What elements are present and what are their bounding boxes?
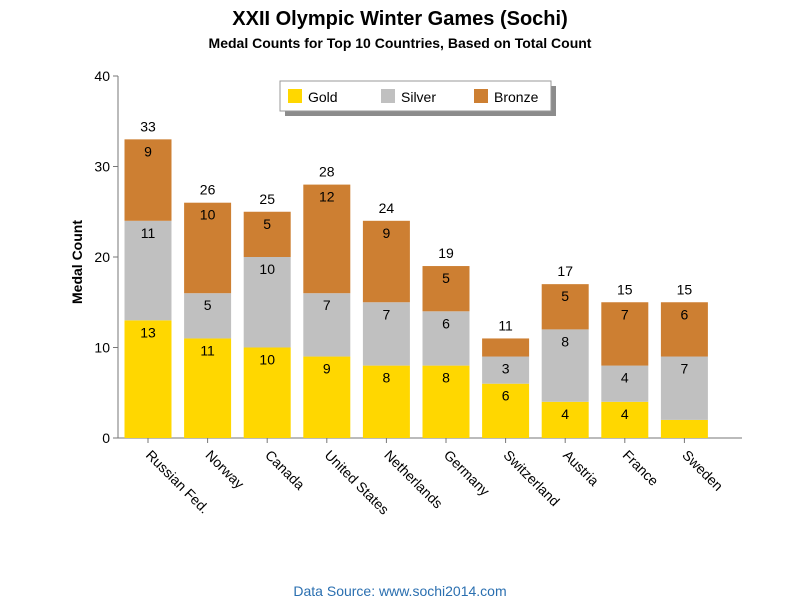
x-category-label: France (620, 447, 662, 489)
bar-gold (601, 401, 649, 438)
bar-bronze (184, 202, 232, 294)
segment-value-label: 10 (200, 207, 216, 223)
legend-swatch-bronze (474, 89, 488, 103)
bar-gold (124, 320, 172, 438)
bar-total-label: 11 (498, 317, 513, 333)
x-category-label: Austria (560, 447, 602, 489)
legend-box (279, 80, 552, 112)
y-tick-label: 40 (94, 68, 110, 84)
segment-value-label: 9 (323, 361, 331, 377)
bar-silver (124, 220, 172, 321)
y-tick-label: 10 (94, 340, 110, 356)
chart-legend: Gold Silver Bronze (279, 80, 556, 116)
bar-total-label: 15 (617, 281, 633, 297)
segment-value-label: 4 (621, 370, 629, 386)
bar-bronze (124, 139, 172, 221)
segment-value-label: 10 (259, 261, 275, 277)
bar-gold (184, 338, 232, 438)
bar-total-label: 24 (379, 200, 395, 216)
segment-value-label: 8 (442, 370, 450, 386)
segment-value-label: 6 (681, 306, 689, 322)
bar-gold (422, 365, 470, 438)
segment-value-label: 5 (204, 297, 212, 313)
x-category-label: Germany (441, 447, 493, 499)
legend-label-silver: Silver (401, 89, 436, 105)
bar-silver (362, 302, 410, 366)
bar-gold (482, 383, 530, 438)
y-tick-label: 0 (102, 430, 110, 446)
segment-value-label: 6 (442, 315, 450, 331)
segment-value-label: 11 (200, 342, 215, 358)
bar-total-label: 25 (259, 191, 275, 207)
bar-silver (303, 293, 351, 357)
bar-silver (184, 293, 232, 339)
segment-value-label: 9 (144, 143, 152, 159)
segment-value-label: 10 (259, 352, 275, 368)
segment-value-label: 6 (502, 388, 510, 404)
bar-total-label: 17 (557, 263, 573, 279)
bar-silver (660, 356, 708, 420)
data-source-note: Data Source: www.sochi2014.com (293, 583, 507, 599)
x-category-label: Switzerland (500, 447, 562, 509)
segment-value-label: 4 (561, 406, 569, 422)
x-category-label: Sweden (679, 447, 726, 494)
segment-value-label: 9 (383, 225, 391, 241)
segment-value-label: 3 (502, 361, 510, 377)
bar-gold (362, 365, 410, 438)
bar-total-label: 28 (319, 164, 335, 180)
segment-value-label: 7 (323, 297, 331, 313)
y-axis-label: Medal Count (69, 220, 85, 304)
segment-value-label: 8 (561, 333, 569, 349)
bar-bronze (362, 220, 410, 303)
legend-label-bronze: Bronze (494, 89, 539, 105)
segment-value-label: 8 (383, 370, 391, 386)
x-category-label: Canada (262, 447, 308, 493)
bar-gold (541, 401, 589, 438)
segment-value-label: 5 (263, 216, 271, 232)
segment-value-label: 7 (681, 361, 689, 377)
legend-label-gold: Gold (308, 89, 338, 105)
bar-gold (660, 419, 708, 438)
segment-value-label: 12 (319, 189, 335, 205)
bar-total-label: 33 (140, 118, 156, 134)
x-category-label: Norway (202, 447, 247, 492)
segment-value-label: 7 (621, 306, 629, 322)
bar-bronze (601, 302, 649, 366)
chart-title: XXII Olympic Winter Games (Sochi) (232, 8, 568, 30)
segment-value-label: 5 (561, 288, 569, 304)
bar-silver (482, 356, 530, 384)
bar-total-label: 15 (677, 281, 693, 297)
bar-bronze (482, 338, 530, 357)
bar-total-label: 19 (438, 245, 454, 261)
bar-bronze (422, 266, 470, 312)
bar-silver (541, 329, 589, 402)
bar-silver (243, 257, 291, 348)
segment-value-label: 13 (140, 324, 156, 340)
bar-bronze (243, 211, 291, 257)
segment-value-label: 4 (621, 406, 629, 422)
x-category-label: Netherlands (381, 447, 446, 512)
segment-value-label: 11 (141, 225, 156, 241)
bar-silver (601, 365, 649, 402)
bar-bronze (541, 284, 589, 330)
segment-value-label: 5 (442, 270, 450, 286)
legend-swatch-silver (381, 89, 395, 103)
y-tick-label: 30 (94, 159, 110, 175)
segment-value-label: 7 (383, 306, 391, 322)
legend-swatch-gold (288, 89, 302, 103)
chart-subtitle: Medal Counts for Top 10 Countries, Based… (208, 35, 592, 51)
bar-bronze (303, 184, 351, 294)
y-tick-label: 20 (94, 249, 110, 265)
bar-gold (303, 356, 351, 438)
bar-bronze (660, 302, 708, 357)
bar-silver (422, 311, 470, 366)
bar-total-label: 26 (200, 182, 216, 198)
bar-gold (243, 347, 291, 438)
chart-bars (124, 139, 708, 438)
